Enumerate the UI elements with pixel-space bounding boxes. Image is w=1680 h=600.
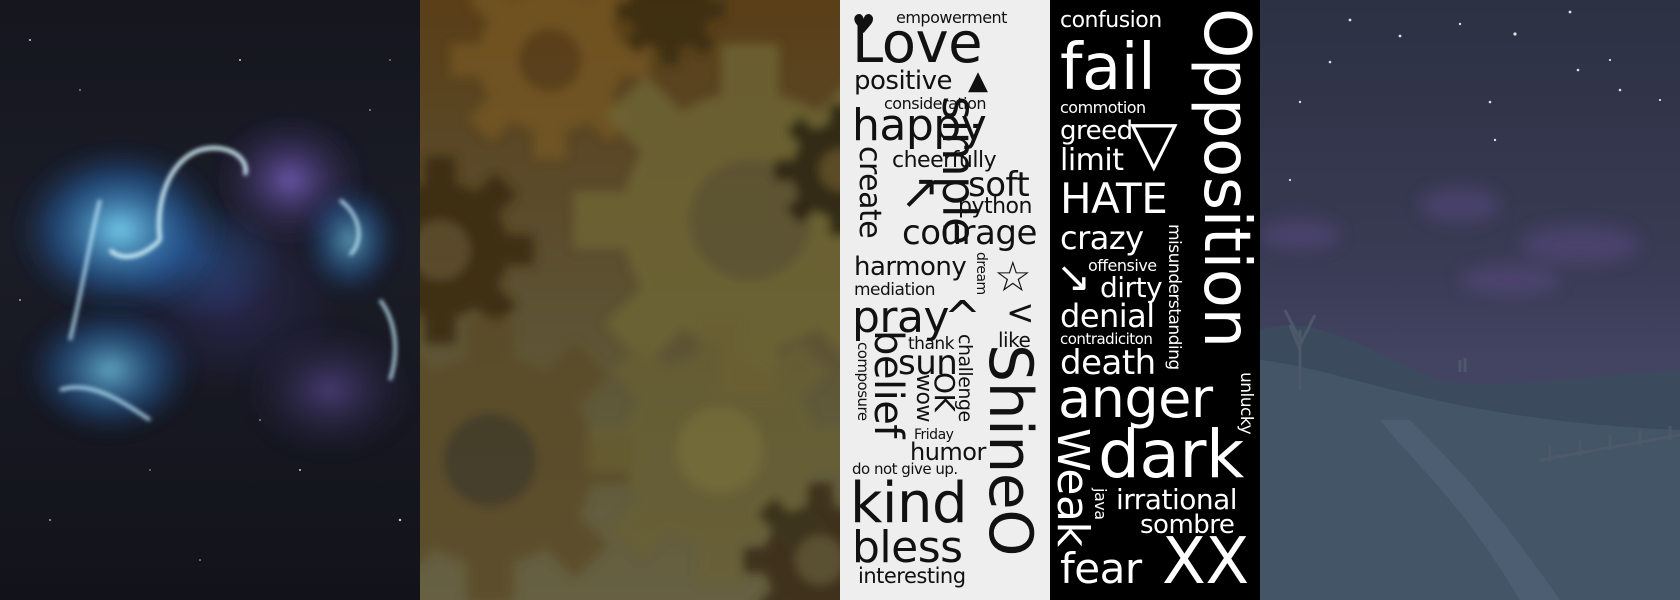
word-python: python <box>958 194 1032 219</box>
word-misunderstanding: misunderstanding <box>1164 224 1184 370</box>
word-humor: humor <box>910 438 986 466</box>
word-create: create <box>852 146 887 239</box>
word-interesting: interesting <box>858 564 966 588</box>
word-anger: anger <box>1058 367 1213 430</box>
word-bless: bless <box>852 522 963 573</box>
word-hate: HATE <box>1060 174 1168 223</box>
word-cloud-panel: ♥ empowerment Love simple positive ▲ con… <box>840 0 1260 600</box>
gears-panel <box>420 0 840 600</box>
word-pray: pray <box>852 292 950 343</box>
night-landscape-panel <box>1260 0 1680 600</box>
word-dream: dream <box>973 252 989 295</box>
word-denial: denial <box>1060 297 1155 335</box>
word-belief: belief <box>865 330 911 438</box>
word-friday: Friday <box>914 427 954 443</box>
positive-words-cloud: ♥ empowerment Love simple positive ▲ con… <box>840 0 1050 600</box>
triangle-icon: ▲ <box>968 66 988 96</box>
word-dark: dark <box>1098 416 1244 493</box>
word-love: Love <box>852 11 983 76</box>
arrow-up-right-icon: ↗ <box>900 164 941 220</box>
word-mediation: mediation <box>854 280 936 300</box>
nebula-panel <box>0 0 420 600</box>
word-death: death <box>1060 343 1156 383</box>
negative-words-cloud: confusion fail Opposition commotion gree… <box>1050 0 1260 600</box>
word-offensive: offensive <box>1088 256 1157 275</box>
word-shineo: ShineO <box>975 344 1045 556</box>
word-harmony: harmony <box>854 252 967 282</box>
word-java: java <box>1091 488 1110 520</box>
word-courage: courage <box>902 213 1037 253</box>
word-xx: XX <box>1162 525 1249 599</box>
word-opposition: Opposition <box>1189 8 1260 348</box>
word-commotion: commotion <box>1060 98 1146 117</box>
word-contradiciton: contradiciton <box>1060 330 1153 348</box>
word-sombre: sombre <box>1140 510 1235 540</box>
word-less-than: < <box>1006 293 1035 333</box>
word-cheerfully: cheerfully <box>892 148 997 173</box>
word-like: like <box>998 328 1031 352</box>
arrow-down-right-icon: ↘ <box>1056 252 1092 301</box>
word-kind: kind <box>850 471 968 536</box>
word-fear: fear <box>1060 544 1142 593</box>
nebula-image <box>10 39 420 561</box>
word-empowerment: empowerment <box>896 8 1007 27</box>
word-do-not-give-up: do not give up. <box>852 460 958 478</box>
word-wow: wow <box>911 374 936 422</box>
word-confusion: confusion <box>1060 8 1162 33</box>
word-irrational: irrational <box>1116 483 1238 516</box>
word-limit: limit <box>1060 143 1124 178</box>
star-icon: ☆ <box>994 252 1032 301</box>
down-triangle-icon: ▽ <box>1130 106 1178 179</box>
word-weak: Weak <box>1050 428 1098 547</box>
word-greed: greed <box>1060 116 1133 146</box>
word-dirty: dirty <box>1100 271 1163 304</box>
word-consideration: consideration <box>884 94 987 113</box>
word-crazy: crazy <box>1060 219 1144 257</box>
word-happy: happy <box>852 100 987 151</box>
night-landscape-image <box>1260 10 1680 600</box>
word-sun: sun <box>898 343 958 383</box>
word-soft: soft <box>968 165 1030 205</box>
word-thank: thank <box>908 334 954 354</box>
heart-icon: ♥ <box>852 10 876 40</box>
word-fail: fail <box>1060 31 1156 105</box>
gears-image <box>420 0 840 600</box>
word-positive: positive <box>854 66 952 96</box>
word-caret: ^ <box>944 292 981 343</box>
